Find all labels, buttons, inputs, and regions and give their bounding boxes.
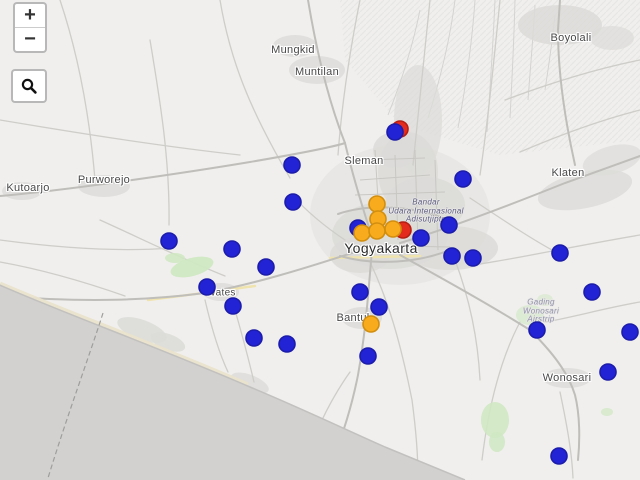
zoom-in-button[interactable]: + [24,4,36,26]
map-marker-orange[interactable] [368,195,386,213]
map-marker-blue[interactable] [198,278,216,296]
map-marker-blue[interactable] [599,363,617,381]
map-marker-blue[interactable] [223,240,241,258]
map-marker-blue[interactable] [257,258,275,276]
map-marker-blue[interactable] [412,229,430,247]
map-marker-blue[interactable] [528,321,546,339]
map-marker-blue[interactable] [550,447,568,465]
map-marker-blue[interactable] [464,249,482,267]
map-marker-blue[interactable] [551,244,569,262]
map-marker-orange[interactable] [384,220,402,238]
map-marker-blue[interactable] [443,247,461,265]
map-marker-blue[interactable] [370,298,388,316]
map-marker-orange[interactable] [353,224,371,242]
map-marker-orange[interactable] [368,222,386,240]
map-marker-blue[interactable] [583,283,601,301]
map-marker-blue[interactable] [283,156,301,174]
map-marker-blue[interactable] [440,216,458,234]
map-marker-blue[interactable] [351,283,369,301]
map-marker-blue[interactable] [621,323,639,341]
zoom-control: + − [13,2,47,53]
map-marker-orange[interactable] [362,315,380,333]
map-marker-blue[interactable] [359,347,377,365]
map-marker-blue[interactable] [454,170,472,188]
map-marker-blue[interactable] [278,335,296,353]
zoom-out-button[interactable]: − [15,27,45,51]
search-button[interactable] [11,69,47,103]
map-marker-blue[interactable] [245,329,263,347]
map-marker-blue[interactable] [284,193,302,211]
search-icon [21,78,37,94]
map-marker-blue[interactable] [224,297,242,315]
map-marker-blue[interactable] [386,123,404,141]
map-marker-blue[interactable] [160,232,178,250]
